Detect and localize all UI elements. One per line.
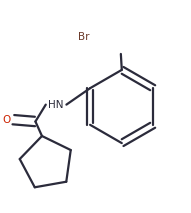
Text: Br: Br (79, 32, 90, 42)
Text: O: O (2, 115, 11, 125)
Text: HN: HN (48, 100, 64, 110)
